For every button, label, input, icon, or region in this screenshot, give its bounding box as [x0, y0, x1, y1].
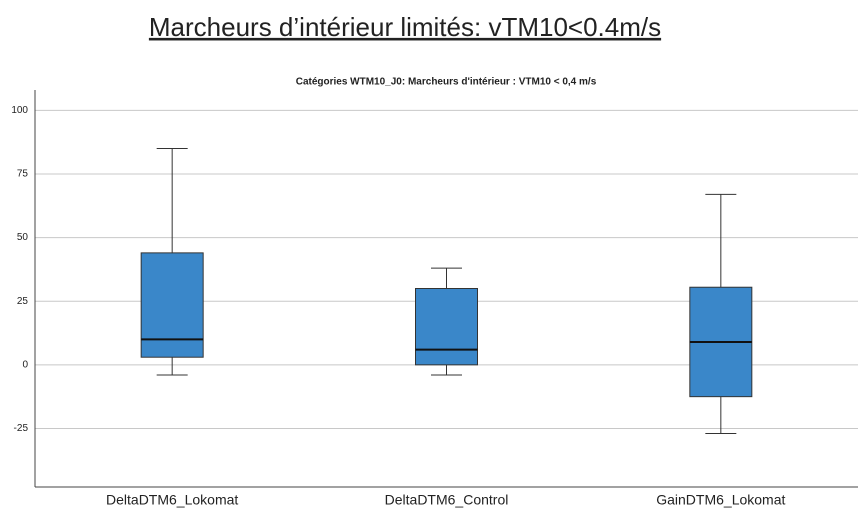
x-tick-label: DeltaDTM6_Control	[385, 492, 509, 508]
box	[140, 252, 204, 358]
y-tick-label: 50	[17, 232, 29, 243]
y-tick-label: 75	[17, 169, 29, 180]
page-heading: Marcheurs d’intérieur limités: vTM10<0.4…	[149, 12, 661, 42]
y-tick-label: 0	[22, 359, 28, 370]
chart-title: Catégories WTM10_J0: Marcheurs d'intérie…	[296, 77, 597, 88]
y-tick-label: 100	[11, 105, 28, 116]
x-tick-label: GainDTM6_Lokomat	[656, 492, 785, 508]
box	[415, 288, 478, 366]
y-tick-label: -25	[14, 423, 29, 434]
x-tick-label: DeltaDTM6_Lokomat	[106, 492, 238, 508]
y-tick-label: 25	[17, 296, 29, 307]
